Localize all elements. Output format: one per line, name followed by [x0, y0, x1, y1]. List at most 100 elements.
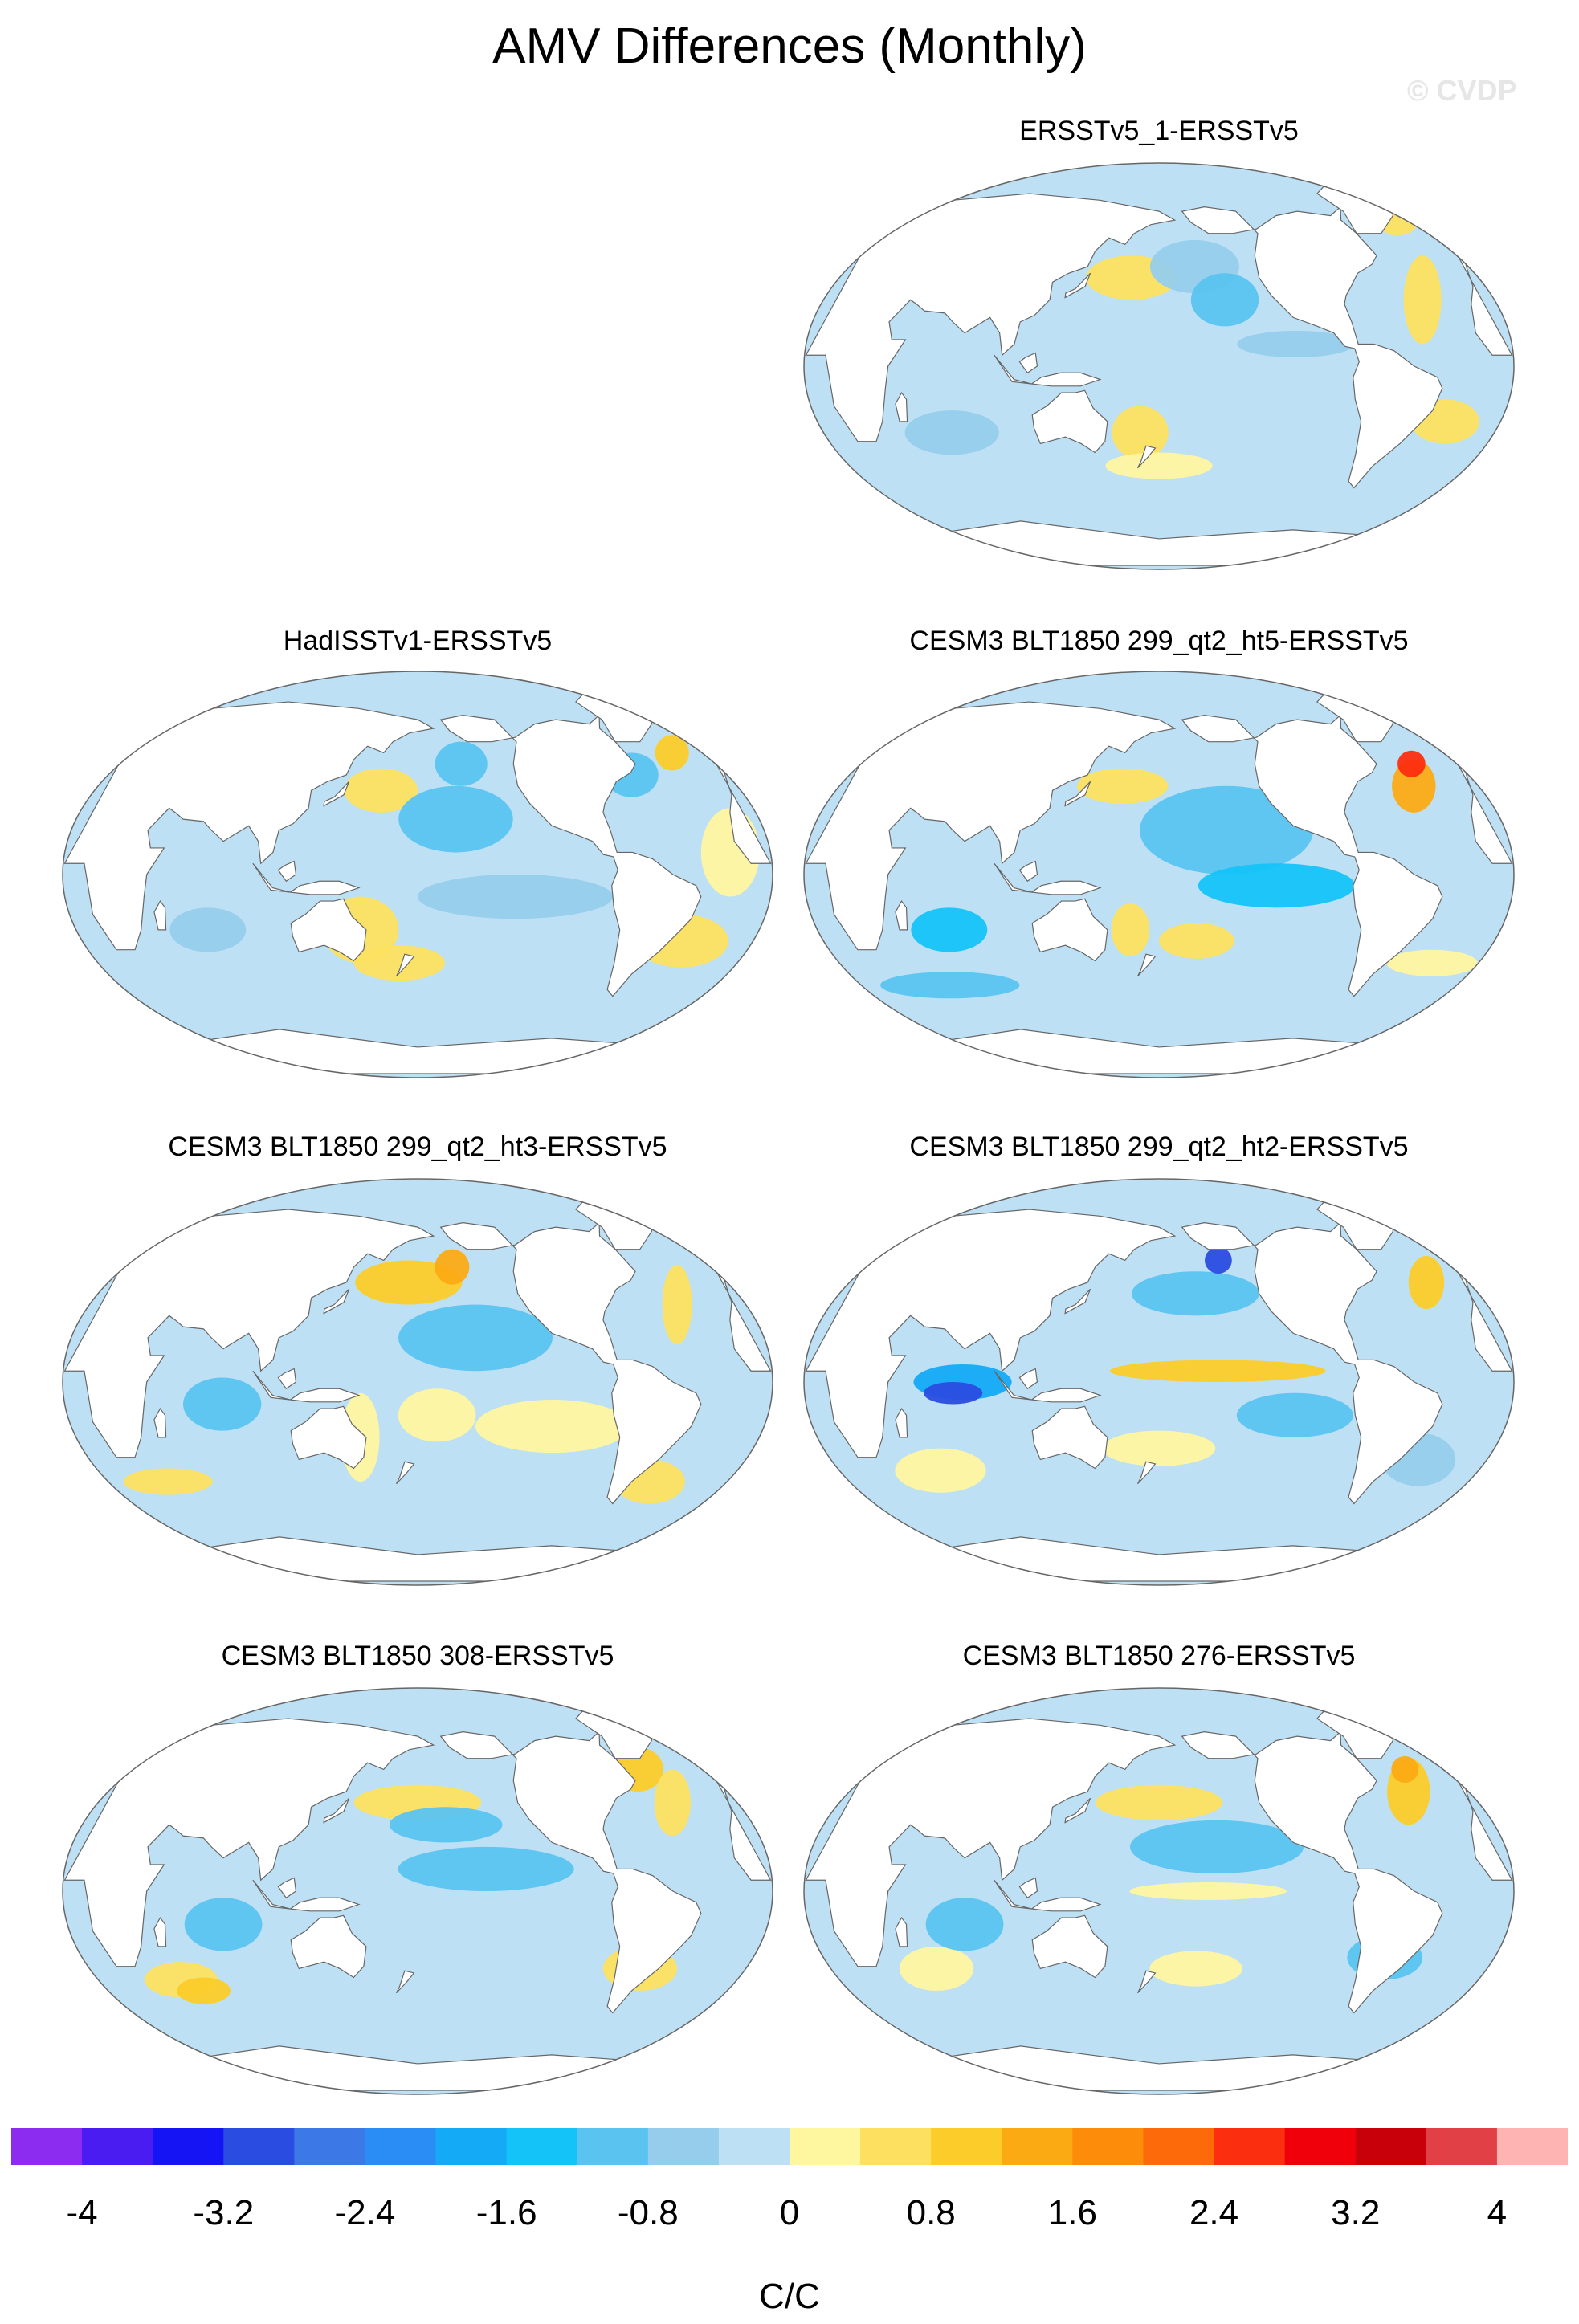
anomaly-patch: [1159, 923, 1234, 959]
land-australia: [290, 1405, 367, 1470]
land-nz: [1136, 953, 1157, 977]
anomaly-patch: [184, 1898, 263, 1951]
map-content: [804, 671, 1514, 1078]
colorbar-tick-label: 0: [780, 2193, 799, 2232]
colorbar-box: [1072, 2128, 1144, 2165]
colorbar-box: [1355, 2128, 1427, 2165]
anomaly-patch: [1236, 1392, 1353, 1437]
anomaly-patch: [475, 1400, 630, 1454]
land-borneo: [277, 860, 297, 883]
anomaly-patch: [655, 735, 689, 771]
map-border: [62, 671, 773, 1078]
colorbar-box: [790, 2128, 861, 2165]
land-indonesia: [252, 1370, 361, 1403]
anomaly-patch: [1237, 330, 1355, 357]
colorbar-boxes: [11, 2128, 1568, 2165]
land-nz: [1136, 445, 1157, 469]
land-borneo: [1018, 1368, 1038, 1390]
colorbar-box: [1143, 2128, 1215, 2165]
anomaly-patch: [1140, 785, 1313, 875]
colorbar-box: [153, 2128, 224, 2165]
panel-title-3: CESM3 BLT1850 299_qt2_ht5-ERSSTv5: [909, 626, 1409, 656]
anomaly-patch: [924, 1382, 983, 1405]
anomaly-patch: [1403, 255, 1442, 345]
land-asia: [63, 1718, 435, 1967]
anomaly-patch: [398, 1846, 574, 1891]
colorbar-tick-label: -3.2: [193, 2193, 254, 2232]
map-panel-ht2: [803, 1178, 1515, 1586]
anomaly-patch: [895, 1448, 986, 1493]
colorbar-tick-label: 2.4: [1189, 2193, 1238, 2232]
land-nz: [1136, 1461, 1157, 1485]
land-nz: [395, 1461, 415, 1485]
anomaly-patch: [177, 1977, 231, 2004]
panel-title-5: CESM3 BLT1850 299_qt2_ht2-ERSSTv5: [909, 1131, 1409, 1162]
land-americas: [439, 1221, 702, 1505]
land-borneo: [1018, 1877, 1038, 1899]
land-japan: [323, 781, 350, 807]
anomaly-patch: [899, 1946, 974, 1991]
land-masses: [63, 1709, 772, 2091]
anomaly-patch: [353, 945, 445, 981]
anomaly-patch: [398, 1304, 553, 1372]
map-panel-ersstv5-1: [803, 162, 1515, 570]
land-australia: [1031, 1914, 1108, 1979]
anomaly-patch: [1077, 768, 1169, 804]
panel-title-1: ERSSTv5_1-ERSSTv5: [1019, 116, 1299, 146]
land-masses: [63, 1200, 772, 1582]
land-borneo: [277, 1877, 297, 1899]
panel-title-4: CESM3 BLT1850 299_qt2_ht3-ERSSTv5: [168, 1131, 667, 1162]
land-nz: [1136, 1970, 1157, 1994]
land-masses: [63, 692, 772, 1074]
map-content: [804, 1179, 1514, 1585]
anomaly-patch: [389, 1807, 503, 1843]
colorbar-box: [11, 2128, 83, 2165]
land-americas: [439, 714, 702, 997]
land-indonesia: [994, 1370, 1102, 1403]
anomaly-patch: [1102, 1430, 1216, 1466]
land-madagascar: [153, 1407, 167, 1438]
colorbar-box: [223, 2128, 295, 2165]
land-nz: [395, 953, 415, 977]
land-japan: [323, 1288, 350, 1315]
anomaly-patch: [1391, 1755, 1419, 1783]
anomaly-patch: [1132, 1271, 1259, 1316]
land-japan: [1064, 1797, 1091, 1824]
land-americas: [1181, 1731, 1443, 2014]
land-japan: [1064, 1288, 1091, 1315]
anomaly-patch: [1198, 863, 1356, 908]
colorbar-unit-label: C/C: [759, 2277, 820, 2316]
anomaly-patch: [1408, 1255, 1445, 1310]
colorbar-box: [82, 2128, 153, 2165]
map-border: [803, 671, 1515, 1078]
anomaly-patch: [1095, 1784, 1223, 1820]
colorbar-box: [1496, 2128, 1568, 2165]
land-americas: [1181, 206, 1443, 489]
land-americas: [1181, 1221, 1443, 1505]
colorbar-tick-label: -0.8: [618, 2193, 679, 2232]
map-border: [803, 162, 1515, 570]
anomaly-patch: [911, 907, 988, 952]
land-borneo: [1018, 352, 1038, 374]
colorbar-tick-label: 3.2: [1331, 2193, 1380, 2232]
colorbar-box: [435, 2128, 508, 2165]
map-content: [63, 671, 773, 1078]
colorbar-box: [647, 2128, 720, 2165]
land-australia: [1031, 1405, 1108, 1470]
anomaly-patch: [183, 1377, 262, 1431]
anomaly-patch: [1149, 1951, 1242, 1987]
land-asia: [63, 1209, 435, 1458]
panel-title-6: CESM3 BLT1850 308-ERSSTv5: [221, 1641, 614, 1671]
land-americas: [439, 1731, 702, 2014]
colorbar-tick-label: 0.8: [907, 2193, 956, 2232]
land-japan: [1064, 781, 1091, 807]
land-asia: [805, 1718, 1177, 1967]
land-asia: [63, 701, 435, 951]
anomaly-patch: [1130, 1820, 1304, 1873]
anomaly-patch: [435, 1249, 470, 1285]
land-australia: [290, 1914, 367, 1979]
page-title: AMV Differences (Monthly): [492, 18, 1087, 74]
colorbar-box: [365, 2128, 437, 2165]
land-americas: [1181, 714, 1443, 997]
map-border: [62, 1687, 773, 2095]
